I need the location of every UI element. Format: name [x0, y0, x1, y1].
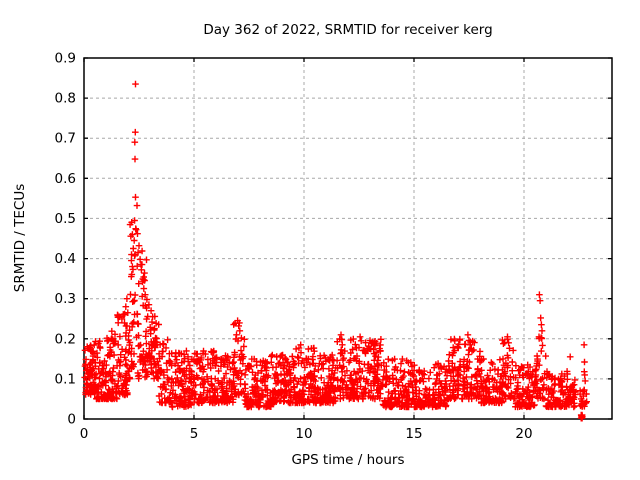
x-tick-label: 15 — [405, 426, 422, 442]
y-tick-label: 0.4 — [55, 251, 76, 267]
scatter-points — [81, 219, 162, 403]
y-tick-label: 0.8 — [55, 91, 76, 107]
y-tick-label: 0.2 — [55, 331, 76, 347]
x-tick-label: 20 — [515, 426, 532, 442]
y-axis-label: SRMTID / TECUs — [12, 183, 28, 293]
x-tick-label: 10 — [295, 426, 312, 442]
scatter-points — [121, 80, 590, 422]
x-axis-label: GPS time / hours — [291, 452, 405, 468]
axis-ticks — [83, 57, 612, 420]
plot-border — [83, 57, 613, 420]
y-tick-label: 0.1 — [55, 371, 76, 387]
y-tick-label: 0.9 — [55, 51, 76, 67]
scatter-points — [410, 335, 518, 411]
chart-title: Day 362 of 2022, SRMTID for receiver ker… — [203, 22, 493, 38]
y-tick-label: 0.5 — [55, 211, 76, 227]
y-tick-label: 0.3 — [55, 291, 76, 307]
x-tick-label: 0 — [80, 426, 89, 442]
y-tick-label: 0.6 — [55, 171, 76, 187]
scatter-points — [148, 319, 273, 411]
y-tick-label: 0.7 — [55, 131, 76, 147]
grid-lines — [84, 58, 612, 419]
y-tick-label: 0 — [67, 412, 76, 428]
x-tick-label: 5 — [190, 426, 199, 442]
scatter-points — [311, 335, 450, 411]
